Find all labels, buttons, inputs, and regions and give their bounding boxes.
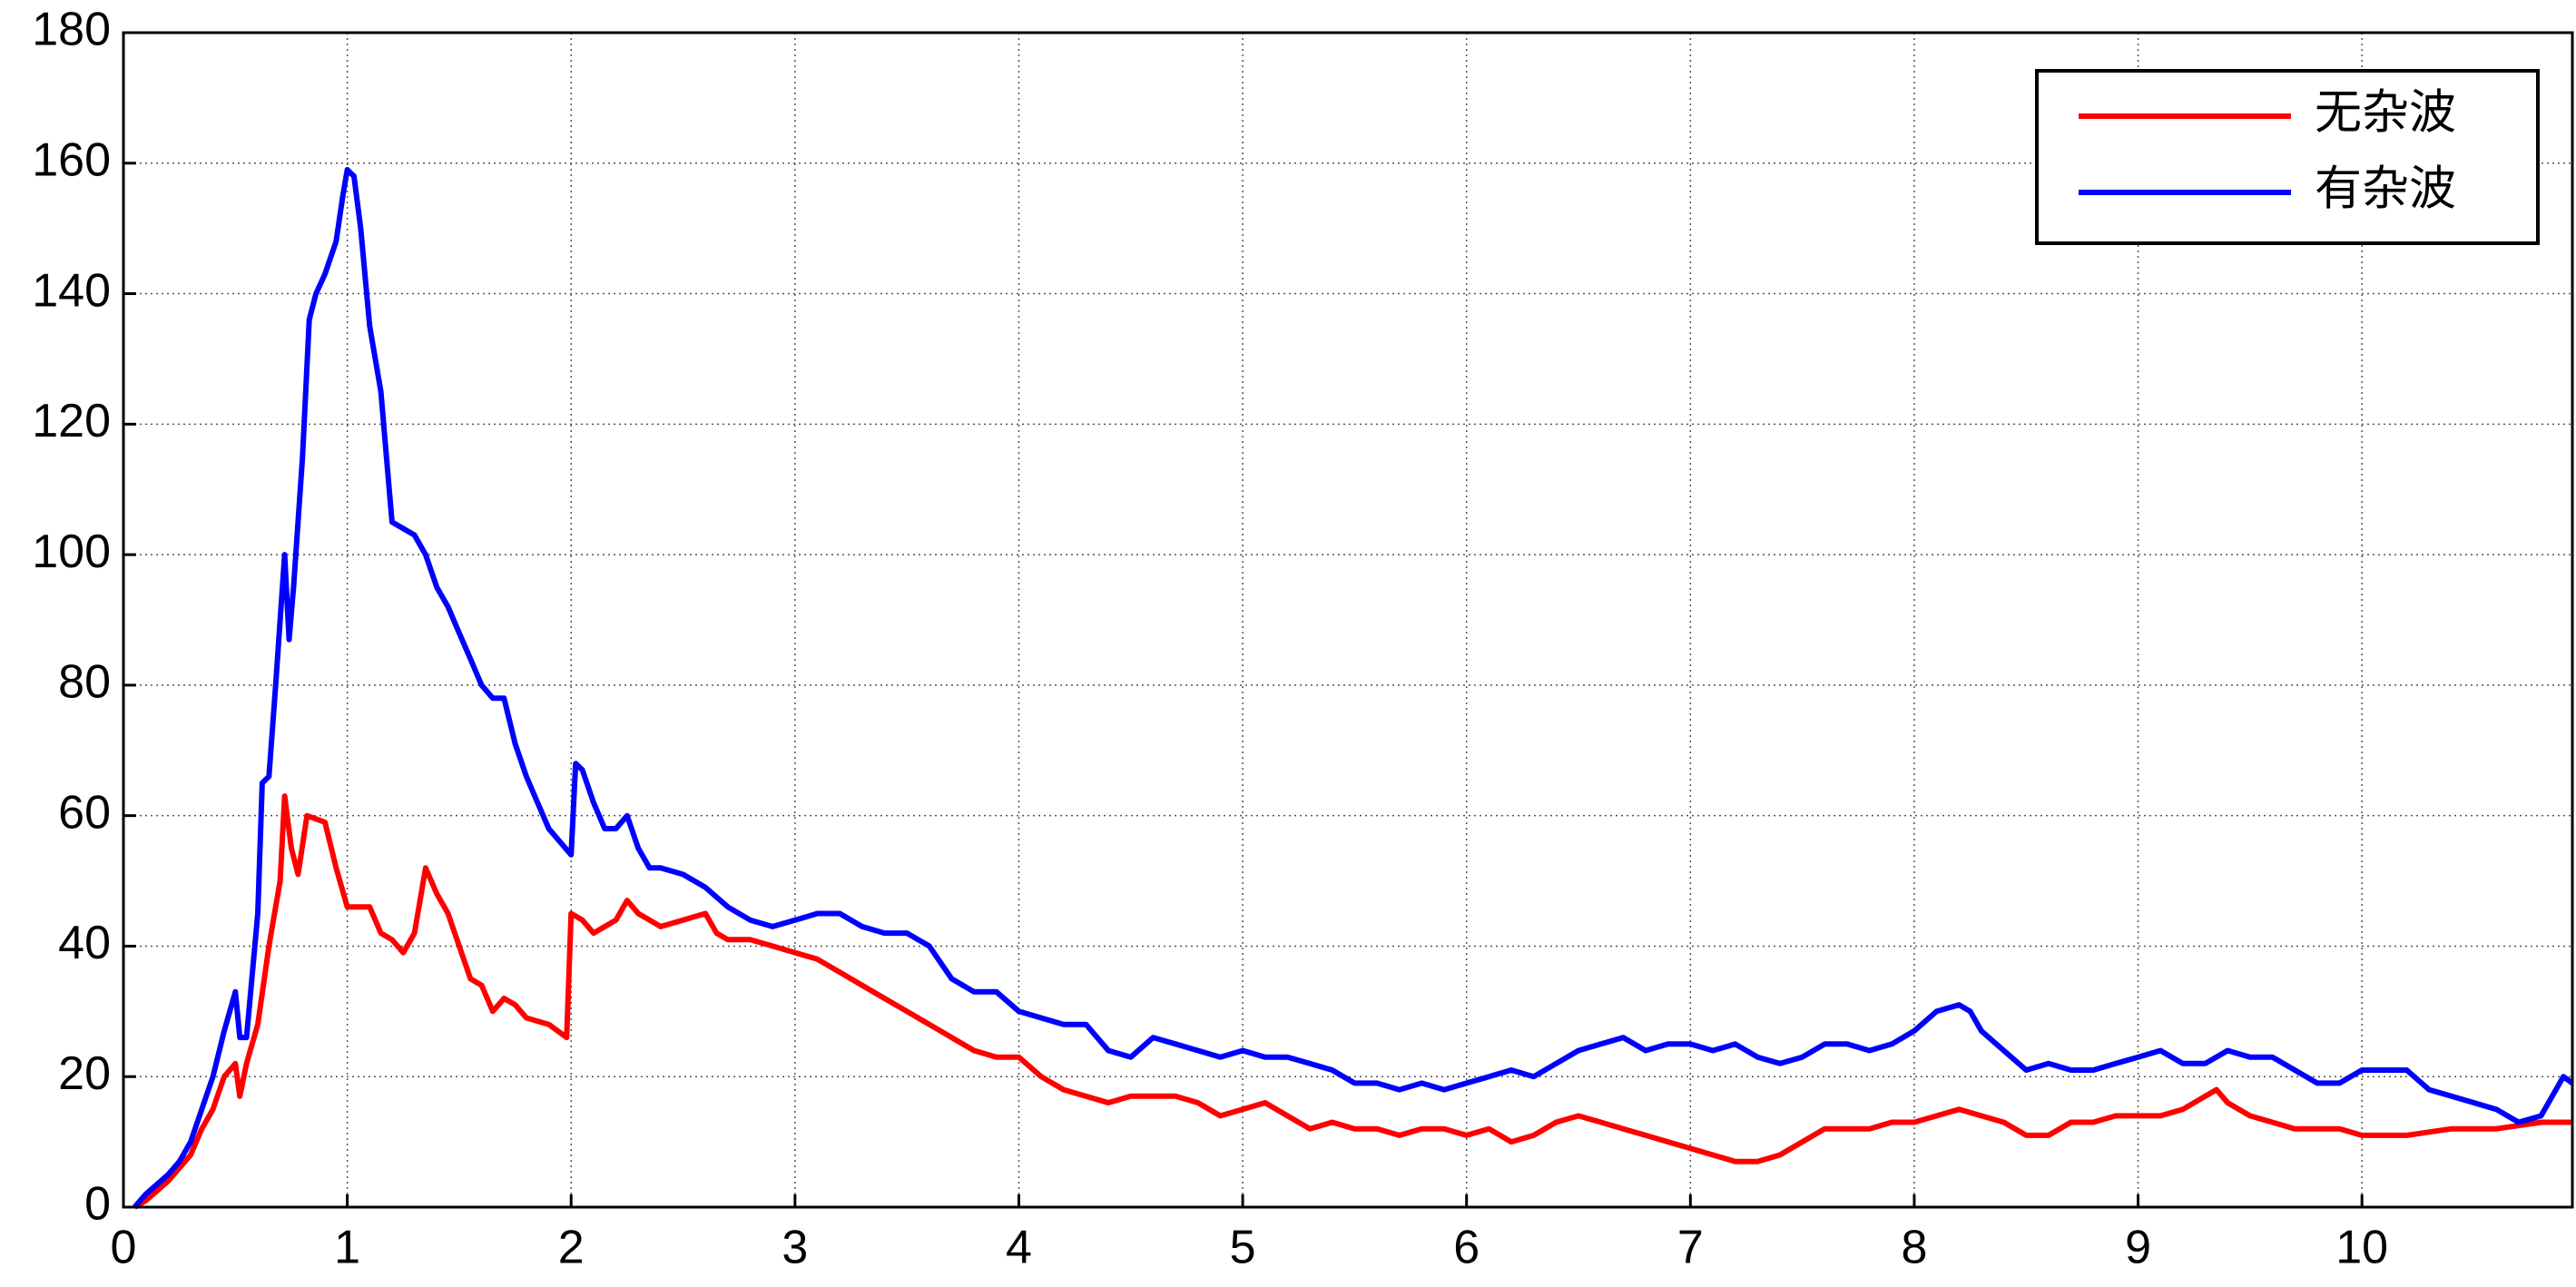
y-tick-label: 120 [32,395,111,447]
data-line [133,167,2574,1209]
plot-frame [122,31,2574,1209]
x-tick-label: 6 [1453,1222,1480,1274]
x-tick-label: 5 [1230,1222,1256,1274]
legend-label: 有杂波 [2315,163,2456,216]
y-tick-label: 140 [32,264,111,317]
data-line [133,793,2572,1210]
y-tick-label: 100 [32,526,111,578]
x-tick-label: 4 [1006,1222,1032,1274]
y-tick-label: 160 [32,134,111,187]
y-tick-label: 20 [58,1047,111,1100]
y-tick-label: 40 [58,917,111,969]
legend-box [2035,69,2540,245]
x-tick-label: 0 [111,1222,137,1274]
x-tick-label: 8 [1901,1222,1927,1274]
x-tick-label: 9 [2125,1222,2151,1274]
y-tick-label: 60 [58,786,111,839]
x-tick-label: 10 [2335,1222,2388,1274]
y-tick-label: 80 [58,656,111,709]
legend-label: 无杂波 [2315,87,2456,140]
x-tick-label: 2 [558,1222,585,1274]
x-tick-label: 3 [782,1222,808,1274]
y-tick-label: 0 [84,1178,111,1231]
x-tick-label: 1 [334,1222,360,1274]
y-tick-label: 180 [32,4,111,56]
x-tick-label: 7 [1677,1222,1704,1274]
